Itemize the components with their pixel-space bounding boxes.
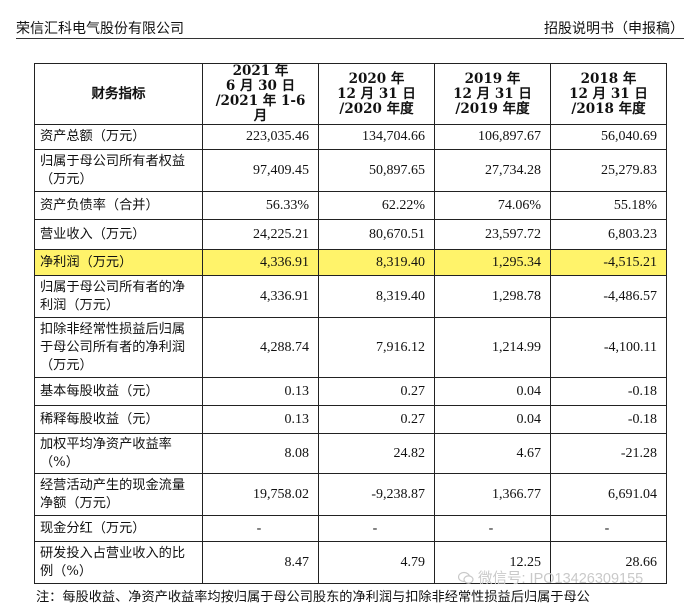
table-row-highlighted: 净利润（万元） 4,336.91 8,319.40 1,295.34 -4,51… [34, 249, 667, 276]
row-label: 稀释每股收益（元） [34, 405, 203, 434]
company-name: 荣信汇科电气股份有限公司 [16, 21, 184, 37]
cell-value: -4,515.21 [550, 249, 667, 276]
cell-value: 25,279.83 [550, 149, 667, 192]
cell-value: 8.47 [202, 541, 319, 584]
watermark-text: 微信号: IPO13426309155 [478, 571, 644, 587]
column-header-2018: 2018 年 12 月 31 日 /2018 年度 [550, 63, 667, 125]
table-row: 加权平均净资产收益率（%） 8.08 24.82 4.67 -21.28 [34, 433, 667, 474]
column-header-indicator: 财务指标 [34, 63, 203, 125]
cell-value: 4,288.74 [202, 317, 319, 378]
cell-value: -4,486.57 [550, 275, 667, 318]
cell-value: 8,319.40 [318, 275, 435, 318]
cell-value: 1,295.34 [434, 249, 551, 276]
document-title: 招股说明书（申报稿） [544, 21, 684, 37]
row-label: 资产总额（万元） [34, 124, 203, 150]
cell-value: 8,319.40 [318, 249, 435, 276]
row-label: 加权平均净资产收益率（%） [34, 433, 203, 474]
cell-value: - [550, 515, 667, 542]
cell-value: 0.13 [202, 405, 319, 434]
cell-value: 97,409.45 [202, 149, 319, 192]
watermark: 微信号: IPO13426309155 [458, 567, 643, 588]
row-label: 现金分红（万元） [34, 515, 203, 542]
cell-value: 0.13 [202, 377, 319, 406]
cell-value: -0.18 [550, 377, 667, 406]
cell-value: 134,704.66 [318, 124, 435, 150]
column-header-2021h1: 2021 年 6 月 30 日 /2021 年 1-6 月 [202, 63, 319, 125]
row-label: 资产负债率（合并） [34, 191, 203, 220]
cell-value: 62.22% [318, 191, 435, 220]
cell-value: 56.33% [202, 191, 319, 220]
cell-value: - [434, 515, 551, 542]
table-row: 经营活动产生的现金流量净额（万元） 19,758.02 -9,238.87 1,… [34, 473, 667, 516]
cell-value: 28.66 [550, 541, 667, 584]
cell-value: 24,225.21 [202, 219, 319, 250]
table-row: 扣除非经常性损益后归属于母公司所有者的净利润（万元） 4,288.74 7,91… [34, 317, 667, 378]
cell-value: 7,916.12 [318, 317, 435, 378]
cell-value: - [202, 515, 319, 542]
cell-value: 19,758.02 [202, 473, 319, 516]
cell-value: 1,214.99 [434, 317, 551, 378]
cell-value: 0.04 [434, 377, 551, 406]
cell-value: 55.18% [550, 191, 667, 220]
column-header-2019: 2019 年 12 月 31 日 /2019 年度 [434, 63, 551, 125]
table-row: 营业收入（万元） 24,225.21 80,670.51 23,597.72 6… [34, 219, 667, 250]
cell-value: 0.27 [318, 405, 435, 434]
cell-value: -0.18 [550, 405, 667, 434]
cell-value: 6,691.04 [550, 473, 667, 516]
cell-value: 4,336.91 [202, 249, 319, 276]
row-label: 基本每股收益（元） [34, 377, 203, 406]
table-row: 稀释每股收益（元） 0.13 0.27 0.04 -0.18 [34, 405, 667, 434]
wechat-icon [458, 571, 474, 584]
cell-value: - [318, 515, 435, 542]
cell-value: 4.79 [318, 541, 435, 584]
cell-value: 80,670.51 [318, 219, 435, 250]
cell-value: 12.25 [434, 541, 551, 584]
cell-value: 24.82 [318, 433, 435, 474]
cell-value: 106,897.67 [434, 124, 551, 150]
cell-value: 8.08 [202, 433, 319, 474]
cell-value: 223,035.46 [202, 124, 319, 150]
cell-value: 4,336.91 [202, 275, 319, 318]
cell-value: -21.28 [550, 433, 667, 474]
table-row: 归属于母公司所有者的净利润（万元） 4,336.91 8,319.40 1,29… [34, 275, 667, 318]
table-row: 归属于母公司所有者权益（万元） 97,409.45 50,897.65 27,7… [34, 149, 667, 192]
cell-value: -4,100.11 [550, 317, 667, 378]
row-label: 营业收入（万元） [34, 219, 203, 250]
cell-value: 23,597.72 [434, 219, 551, 250]
row-label: 归属于母公司所有者的净利润（万元） [34, 275, 203, 318]
cell-value: 56,040.69 [550, 124, 667, 150]
row-label: 经营活动产生的现金流量净额（万元） [34, 473, 203, 516]
cell-value: 74.06% [434, 191, 551, 220]
cell-value: 0.27 [318, 377, 435, 406]
table-row: 研发投入占营业收入的比例（%） 8.47 4.79 12.25 28.66 [34, 541, 667, 584]
table-header-row: 财务指标 2021 年 6 月 30 日 /2021 年 1-6 月 2020 … [34, 63, 667, 125]
cell-value: 27,734.28 [434, 149, 551, 192]
table-row: 基本每股收益（元） 0.13 0.27 0.04 -0.18 [34, 377, 667, 406]
cell-value: 6,803.23 [550, 219, 667, 250]
cell-value: 1,298.78 [434, 275, 551, 318]
column-header-2020: 2020 年 12 月 31 日 /2020 年度 [318, 63, 435, 125]
cell-value: -9,238.87 [318, 473, 435, 516]
row-label: 净利润（万元） [34, 249, 203, 276]
cell-value: 50,897.65 [318, 149, 435, 192]
table-row: 现金分红（万元） - - - - [34, 515, 667, 542]
table-row: 资产负债率（合并） 56.33% 62.22% 74.06% 55.18% [34, 191, 667, 220]
financial-indicators-table: 财务指标 2021 年 6 月 30 日 /2021 年 1-6 月 2020 … [34, 63, 667, 584]
cell-value: 0.04 [434, 405, 551, 434]
cell-value: 4.67 [434, 433, 551, 474]
footnote: 注：每股收益、净资产收益率均按归属于母公司股东的净利润与扣除非经常性损益后归属于… [36, 590, 590, 605]
table-row: 资产总额（万元） 223,035.46 134,704.66 106,897.6… [34, 124, 667, 150]
row-label: 研发投入占营业收入的比例（%） [34, 541, 203, 584]
row-label: 归属于母公司所有者权益（万元） [34, 149, 203, 192]
cell-value: 1,366.77 [434, 473, 551, 516]
page-header: 荣信汇科电气股份有限公司 招股说明书（申报稿） [16, 18, 684, 39]
row-label: 扣除非经常性损益后归属于母公司所有者的净利润（万元） [34, 317, 203, 378]
